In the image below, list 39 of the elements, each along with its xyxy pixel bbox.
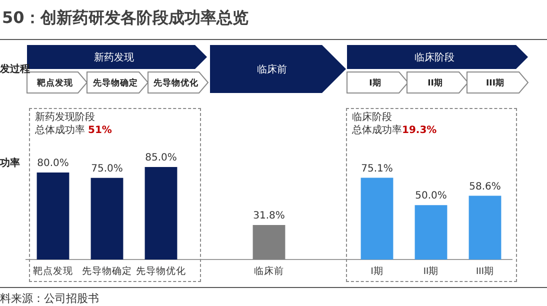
bar (144, 167, 178, 260)
x-tick-label: 靶点发现 (33, 264, 73, 277)
bar (90, 178, 124, 260)
text: 临床阶段 (414, 52, 454, 64)
data-label: 80.0% (37, 158, 69, 170)
bar (414, 205, 448, 260)
x-tick-label: I期 (370, 264, 384, 277)
text: 临床阶段 (352, 110, 392, 124)
x-tick-label: 临床前 (254, 264, 284, 277)
chart-title: 50：创新药研发各阶段成功率总览 (2, 8, 248, 29)
text: 51% (88, 125, 112, 136)
text: 新药发现阶段 (35, 110, 95, 124)
text: III期 (486, 78, 504, 89)
text: 19.3% (402, 125, 437, 136)
x-tick-label: III期 (476, 264, 494, 277)
data-label: 31.8% (253, 210, 285, 222)
bar (36, 172, 70, 260)
text: 料来源：公司招股书 (0, 291, 99, 306)
text: I期 (369, 78, 382, 89)
text: 总体成功率 (35, 125, 85, 136)
data-label: 85.0% (145, 152, 177, 164)
text: 功率 (0, 156, 20, 170)
text: 临床前 (257, 64, 287, 76)
bar (252, 224, 286, 260)
text: 先导物优化 (152, 78, 200, 89)
text: 新药发现 (94, 52, 134, 64)
text: 发过程 (0, 62, 30, 76)
text: 靶点发现 (36, 78, 74, 89)
bar (360, 178, 394, 260)
data-label: 58.6% (469, 181, 501, 192)
bar (468, 196, 502, 260)
data-label: 75.1% (361, 163, 393, 174)
x-tick-label: 先导物确定 (82, 264, 132, 277)
x-tick-label: II期 (423, 264, 439, 277)
text: II期 (428, 78, 443, 89)
data-label: 75.0% (91, 163, 123, 174)
x-tick-label: 先导物优化 (136, 264, 186, 277)
text: 先导物确定 (92, 78, 138, 89)
data-label: 50.0% (415, 190, 447, 202)
